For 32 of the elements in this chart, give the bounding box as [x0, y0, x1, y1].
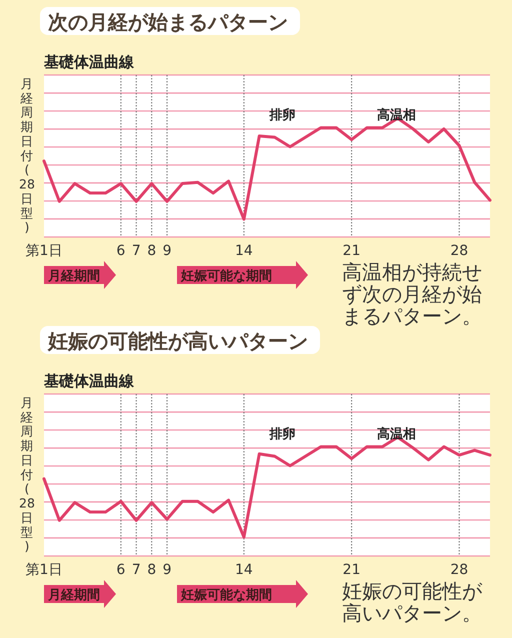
x-tick-label: 8	[147, 243, 156, 259]
x-tick-label: 21	[342, 243, 360, 259]
x-tick-label: 28	[450, 562, 468, 578]
chart-subtitle: 基礎体温曲線	[43, 372, 135, 390]
x-tick-label: 14	[235, 243, 253, 259]
x-tick-label: 7	[132, 243, 141, 259]
text: 妊娠の可能性が高いパターン。	[342, 579, 483, 625]
annotation: 高温相	[376, 107, 416, 123]
text: 妊娠可能な期間	[180, 268, 272, 284]
annotation: 排卵	[268, 426, 296, 442]
text: 月経周期日付(28日型)	[19, 395, 35, 554]
annotation: 排卵	[268, 107, 296, 123]
chart-title: 次の月経が始まるパターン	[48, 10, 288, 34]
chart-title: 妊娠の可能性が高いパターン	[47, 329, 308, 353]
chart-subtitle: 基礎体温曲線	[43, 53, 135, 71]
x-tick-label: 8	[147, 562, 156, 578]
x-tick-label: 第1日	[26, 562, 62, 578]
x-tick-label: 9	[162, 562, 172, 578]
x-tick-label: 14	[235, 562, 253, 578]
text: 高温相が持続せず次の月経が始まるパターン。	[342, 260, 482, 328]
x-tick-label: 6	[116, 243, 126, 259]
x-tick-label: 28	[450, 243, 468, 259]
text: 月経期間	[47, 269, 100, 284]
text: 妊娠可能な期間	[180, 587, 272, 603]
x-tick-label: 21	[342, 562, 360, 578]
x-tick-label: 6	[116, 562, 126, 578]
x-tick-label: 7	[132, 562, 141, 578]
text: 月経周期日付(28日型)	[19, 76, 35, 235]
x-tick-label: 第1日	[26, 243, 62, 259]
annotation: 高温相	[376, 426, 416, 442]
x-tick-label: 9	[162, 243, 172, 259]
text: 月経期間	[47, 588, 100, 603]
